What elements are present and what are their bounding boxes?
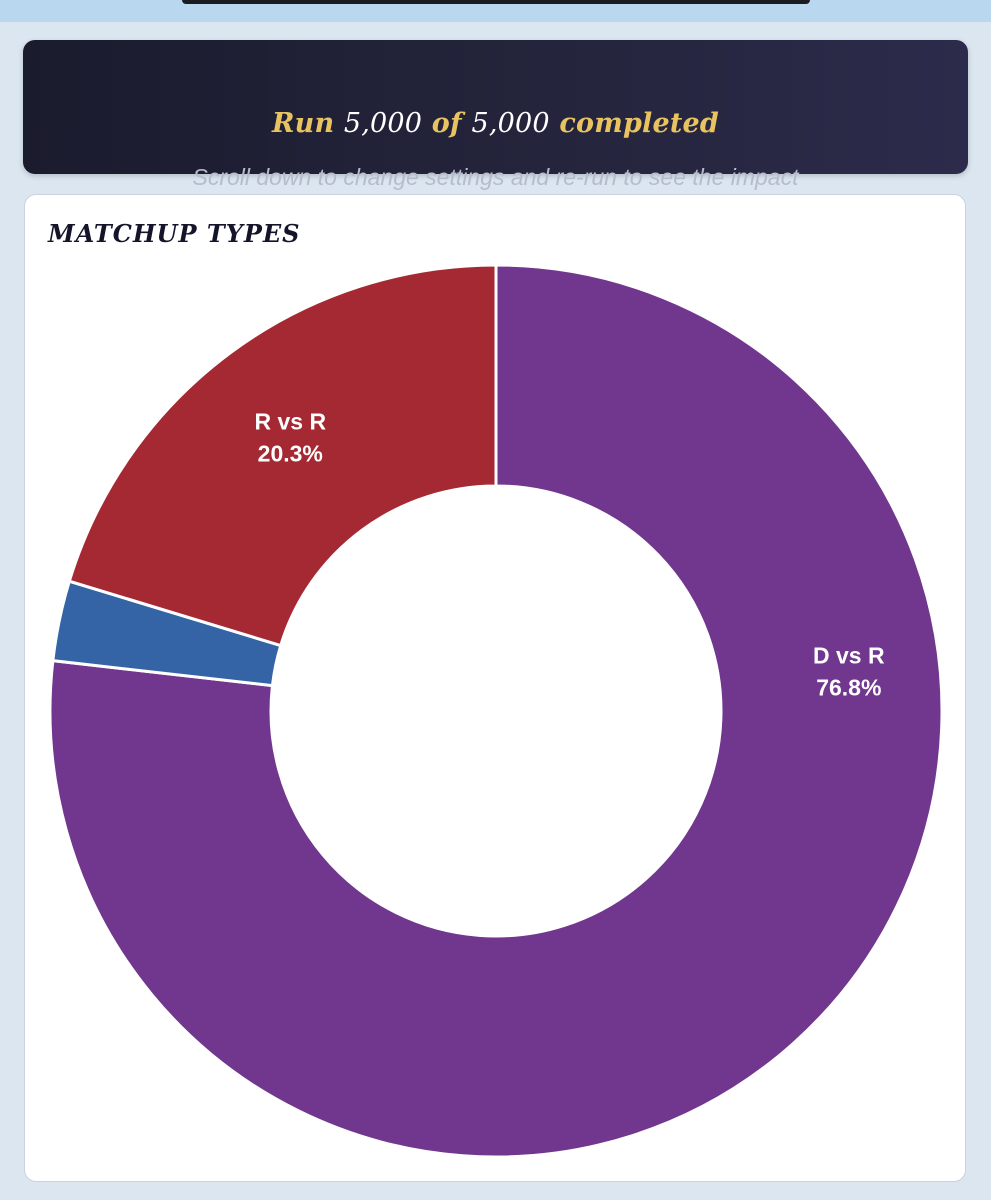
run-total-count: 5,000 [471, 108, 550, 139]
donut-slice-label-0: D vs R 76.8% [813, 642, 885, 700]
top-strip [0, 0, 991, 22]
matchup-donut-chart: D vs R 76.8% R vs R 20.3% [48, 263, 944, 1159]
donut-slice-0[interactable] [48, 263, 944, 1159]
previous-panel-edge [182, 0, 810, 4]
run-word: Run [271, 108, 335, 139]
donut-slice-label-2: R vs R 20.3% [254, 408, 326, 466]
slice-value-label: 76.8% [816, 674, 881, 700]
slice-name-label: D vs R [813, 642, 885, 668]
completed-word: completed [559, 108, 720, 139]
donut-slice-2[interactable] [67, 263, 498, 648]
of-word: of [431, 108, 462, 139]
run-status-banner: Run 5,000 of 5,000 completed Scroll down… [23, 40, 968, 190]
slice-value-label: 20.3% [258, 440, 323, 466]
chart-title: MATCHUP TYPES [48, 219, 301, 248]
run-status-subtitle: Scroll down to change settings and re-ru… [192, 164, 799, 190]
matchup-types-card: MATCHUP TYPES D vs R 76.8% R vs R 20.3% [24, 194, 966, 1182]
run-status-title: Run 5,000 of 5,000 completed [23, 108, 968, 139]
slice-name-label: R vs R [254, 408, 326, 434]
run-current-count: 5,000 [343, 108, 423, 139]
